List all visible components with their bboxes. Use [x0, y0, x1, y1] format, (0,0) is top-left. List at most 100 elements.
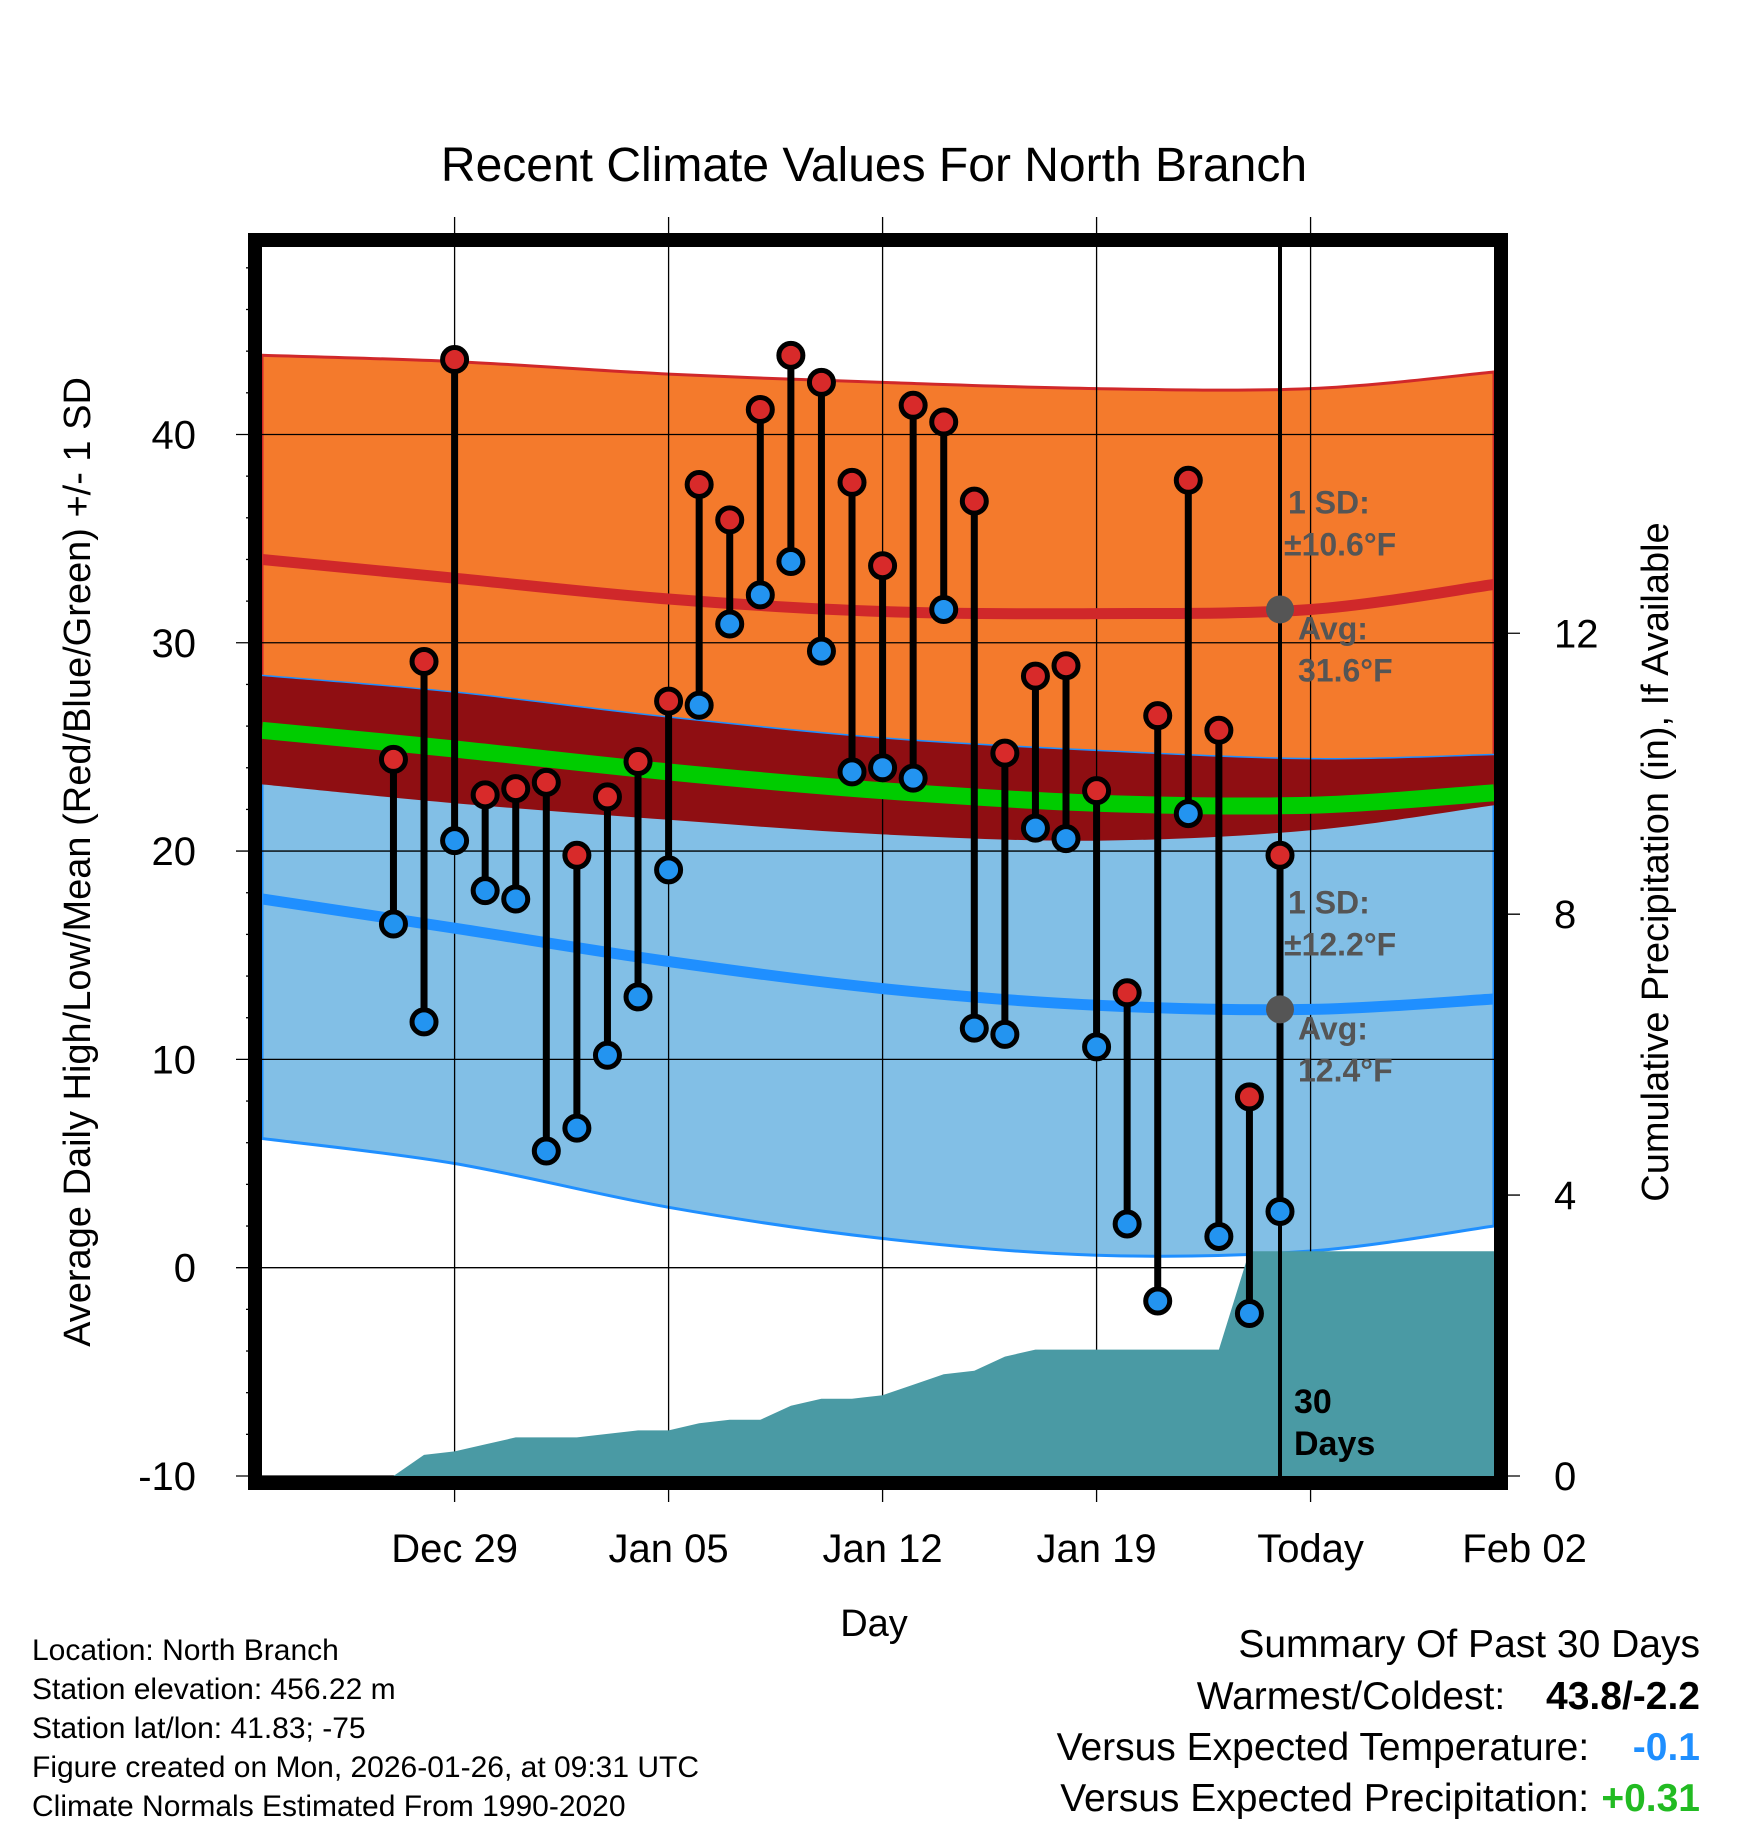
observed-low-point — [990, 1019, 1020, 1049]
y2-tick-label: 8 — [1554, 893, 1576, 937]
observed-high-point — [1051, 651, 1081, 681]
observed-high-point — [868, 551, 898, 581]
observed-low-point — [378, 909, 408, 939]
observed-low-point — [531, 1136, 561, 1166]
summary-warm-cold-row: Warmest/Coldest: 43.8/-2.2 — [1197, 1672, 1700, 1722]
x-tick-label: Feb 02 — [1462, 1527, 1587, 1571]
observed-high-point — [959, 486, 989, 516]
observed-low-point — [654, 855, 684, 885]
observed-high-point — [592, 782, 622, 812]
high-avg-label: Avg: — [1298, 610, 1368, 646]
observed-low-point — [745, 580, 775, 610]
observed-low-point — [1051, 824, 1081, 854]
annotations: 1 SD: ±10.6°F Avg: 31.6°F 1 SD: ±12.2°F Avg: 12… — [1266, 484, 1396, 1463]
summary-temp-row: Versus Expected Temperature: -0.1 — [1057, 1723, 1700, 1773]
summary-temp-label: Versus Expected Temperature: — [1056, 1726, 1590, 1769]
high-avg-value: 31.6°F — [1298, 652, 1393, 688]
observed-low-point — [684, 690, 714, 720]
summary-precip-value: +0.31 — [1601, 1777, 1700, 1820]
observed-high-point — [990, 738, 1020, 768]
info-elevation: Station elevation: 456.22 m — [32, 1673, 396, 1706]
info-normals: Climate Normals Estimated From 1990-2020 — [32, 1790, 626, 1823]
info-location: Location: North Branch — [32, 1634, 339, 1667]
observed-values — [378, 340, 1295, 1329]
summary-precip-row: Versus Expected Precipitation: +0.31 — [1060, 1774, 1700, 1824]
precip-cumulative-area — [262, 1251, 1494, 1476]
observed-high-point — [470, 780, 500, 810]
y2-tick-label: 4 — [1554, 1174, 1576, 1218]
x-tick-label: Jan 12 — [823, 1527, 943, 1571]
observed-high-point — [654, 686, 684, 716]
observed-high-point — [1112, 978, 1142, 1008]
observed-high-point — [776, 340, 806, 370]
info-latlon: Station lat/lon: 41.83; -75 — [32, 1712, 366, 1745]
observed-high-point — [684, 469, 714, 499]
y-tick-label: 40 — [152, 413, 197, 457]
observed-low-point — [1112, 1209, 1142, 1239]
high-sd-value: ±10.6°F — [1284, 526, 1396, 562]
summary-precip-label: Versus Expected Precipitation: — [1060, 1777, 1590, 1820]
x-tick-label: Today — [1257, 1527, 1364, 1571]
period-label-unit: Days — [1294, 1425, 1375, 1463]
observed-high-point — [1020, 661, 1050, 691]
observed-high-point — [440, 344, 470, 374]
chart-title: Recent Climate Values For North Branch — [441, 139, 1307, 192]
y-tick-label: 20 — [152, 830, 197, 874]
y-tick-label: 10 — [152, 1038, 197, 1082]
y2-axis-label: Cumulative Precipitation (in), If Availa… — [1635, 522, 1677, 1201]
observed-low-point — [1173, 799, 1203, 829]
info-created: Figure created on Mon, 2026-01-26, at 09… — [32, 1751, 700, 1784]
observed-low-point — [715, 609, 745, 639]
summary-warm-cold-label: Warmest/Coldest: — [1196, 1675, 1506, 1718]
y-tick-label: -10 — [138, 1455, 196, 1499]
x-tick-label: Dec 29 — [391, 1527, 518, 1571]
observed-low-point — [1265, 1196, 1295, 1226]
observed-high-point — [929, 407, 959, 437]
observed-high-point — [806, 367, 836, 397]
observed-low-point — [837, 757, 867, 787]
observed-high-point — [898, 390, 928, 420]
observed-high-point — [1265, 840, 1295, 870]
observed-low-point — [440, 826, 470, 856]
low-avg-label: Avg: — [1298, 1010, 1368, 1046]
observed-low-point — [806, 636, 836, 666]
low-avg-marker — [1266, 995, 1295, 1024]
observed-low-point — [1234, 1299, 1264, 1329]
y-tick-label: 0 — [174, 1247, 196, 1291]
summary-title: Summary Of Past 30 Days — [1238, 1623, 1700, 1666]
observed-low-point — [959, 1013, 989, 1043]
y-axis-label: Average Daily High/Low/Mean (Red/Blue/Gr… — [57, 377, 99, 1347]
y2-tick-label: 0 — [1554, 1455, 1576, 1499]
period-label-number: 30 — [1294, 1383, 1332, 1421]
normal-low-line — [262, 893, 1494, 1016]
low-avg-value: 12.4°F — [1298, 1052, 1393, 1088]
observed-high-point — [1173, 465, 1203, 495]
low-sd-value: ±12.2°F — [1284, 926, 1396, 962]
observed-low-point — [501, 884, 531, 914]
summary-warm-cold-value: 43.8/-2.2 — [1546, 1675, 1700, 1718]
observed-high-point — [623, 747, 653, 777]
high-avg-marker — [1266, 595, 1295, 624]
observed-high-point — [501, 774, 531, 804]
observed-low-point — [592, 1040, 622, 1070]
observed-high-point — [837, 467, 867, 497]
plot-frame — [248, 233, 1508, 1490]
axes: -10 0 10 20 30 40 0 4 8 12 Dec 29 Jan 05 Jan 12 Jan 1… — [138, 267, 1599, 1571]
observed-low-point — [898, 763, 928, 793]
observed-high-point — [378, 744, 408, 774]
observed-high-point — [745, 394, 775, 424]
low-sd-label: 1 SD: — [1288, 884, 1370, 920]
observed-high-point — [715, 505, 745, 535]
observed-low-point — [1143, 1286, 1173, 1316]
observed-low-point — [868, 753, 898, 783]
high-sd-label: 1 SD: — [1288, 484, 1370, 520]
observed-high-point — [409, 647, 439, 677]
observed-high-point — [1143, 701, 1173, 731]
observed-low-point — [1020, 813, 1050, 843]
observed-high-point — [1234, 1082, 1264, 1112]
observed-high-point — [1082, 776, 1112, 806]
y-tick-label: 30 — [152, 622, 197, 666]
x-tick-label: Jan 19 — [1037, 1527, 1157, 1571]
observed-high-point — [531, 767, 561, 797]
